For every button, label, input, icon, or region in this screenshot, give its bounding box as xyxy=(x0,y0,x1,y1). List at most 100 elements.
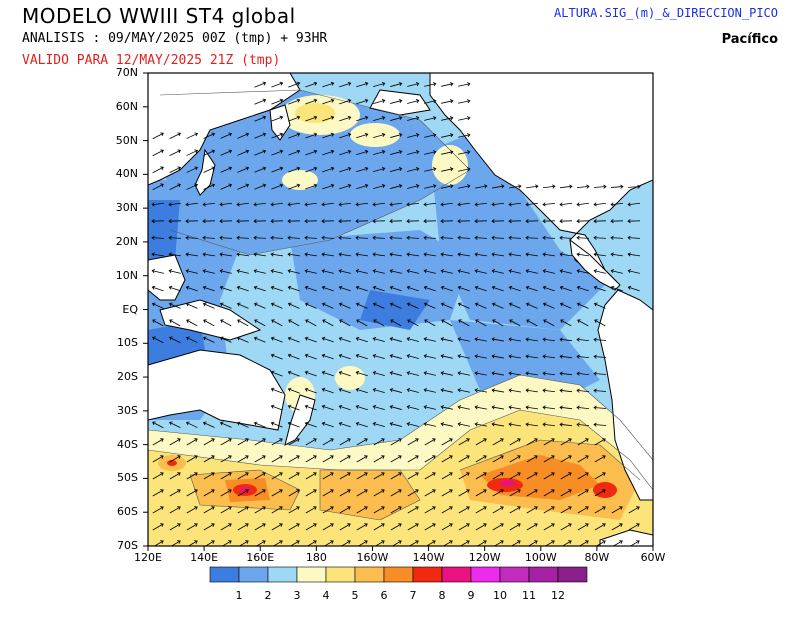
direction-arrow xyxy=(593,405,607,410)
direction-arrow xyxy=(628,506,640,514)
lon-label: 140W xyxy=(412,551,445,564)
direction-arrow xyxy=(338,336,351,343)
direction-arrow xyxy=(270,336,283,343)
direction-arrow xyxy=(577,489,589,497)
direction-arrow xyxy=(152,336,164,344)
direction-arrow xyxy=(423,422,436,427)
direction-arrow xyxy=(169,166,181,174)
lon-label: 80W xyxy=(584,551,610,564)
direction-arrow xyxy=(322,319,334,327)
direction-arrow xyxy=(169,438,181,446)
direction-arrow xyxy=(508,354,521,359)
lat-label: 30S xyxy=(117,403,138,417)
direction-arrow xyxy=(287,387,300,394)
direction-arrow xyxy=(458,116,471,121)
direction-arrow xyxy=(491,302,504,309)
direction-arrow xyxy=(559,252,572,257)
direction-arrow xyxy=(559,405,573,410)
direction-arrow xyxy=(611,506,623,514)
direction-arrow xyxy=(593,285,606,292)
direction-arrow xyxy=(508,302,521,309)
direction-arrow xyxy=(593,202,607,207)
direction-arrow xyxy=(338,370,351,377)
direction-arrow xyxy=(457,269,470,274)
direction-arrow xyxy=(390,132,403,138)
direction-arrow xyxy=(220,132,233,139)
direction-arrow xyxy=(339,319,351,327)
direction-arrow xyxy=(270,269,283,274)
direction-arrow xyxy=(186,523,198,531)
direction-arrow xyxy=(304,387,317,394)
direction-arrow xyxy=(304,336,317,343)
direction-arrow xyxy=(373,523,385,531)
direction-arrow xyxy=(152,438,164,446)
direction-arrow xyxy=(288,319,300,327)
direction-arrow xyxy=(355,387,368,394)
direction-arrow xyxy=(169,149,181,157)
direction-arrow xyxy=(424,472,436,480)
direction-arrow xyxy=(355,219,369,224)
direction-arrow xyxy=(321,252,334,257)
direction-arrow xyxy=(373,98,386,105)
direction-arrow xyxy=(508,252,521,257)
direction-arrow xyxy=(305,183,318,190)
direction-arrow xyxy=(458,506,470,514)
direction-arrow xyxy=(389,235,403,240)
direction-arrow xyxy=(389,370,402,376)
direction-arrow xyxy=(254,81,267,88)
direction-arrow xyxy=(627,235,641,240)
direction-arrow xyxy=(220,523,232,531)
legend-value: 6 xyxy=(380,589,388,602)
direction-arrow xyxy=(254,472,266,480)
direction-arrow xyxy=(236,202,250,207)
direction-arrow xyxy=(578,540,589,546)
direction-arrow xyxy=(185,336,198,343)
direction-arrow xyxy=(559,235,573,240)
direction-arrow xyxy=(288,506,300,514)
direction-arrow xyxy=(288,183,301,190)
direction-arrow xyxy=(508,388,521,393)
direction-arrow xyxy=(168,219,182,224)
direction-arrow xyxy=(389,285,402,292)
direction-arrow xyxy=(305,523,317,531)
direction-arrow xyxy=(186,319,198,327)
direction-arrow xyxy=(441,133,454,138)
direction-arrow xyxy=(559,285,572,292)
direction-arrow xyxy=(458,150,471,155)
direction-arrow xyxy=(355,404,368,411)
direction-arrow xyxy=(542,388,556,393)
direction-arrow xyxy=(492,455,504,463)
direction-arrow xyxy=(356,183,369,190)
direction-arrow xyxy=(423,269,436,274)
direction-arrow xyxy=(356,81,369,88)
direction-arrow xyxy=(390,98,403,104)
direction-arrow xyxy=(424,167,437,172)
direction-arrow xyxy=(440,269,453,274)
direction-arrow xyxy=(185,302,198,309)
direction-arrow xyxy=(491,388,504,393)
direction-arrow xyxy=(186,455,198,463)
direction-arrow xyxy=(152,506,164,514)
direction-arrow xyxy=(476,540,487,546)
direction-arrow xyxy=(525,285,538,292)
direction-arrow xyxy=(321,370,334,377)
direction-arrow xyxy=(474,422,487,427)
direction-arrow xyxy=(237,132,250,139)
lat-label: 50N xyxy=(115,133,138,147)
direction-arrow xyxy=(271,132,284,139)
direction-arrow xyxy=(202,269,215,274)
direction-arrow xyxy=(542,337,556,342)
direction-arrow xyxy=(305,166,318,173)
direction-arrow xyxy=(406,371,419,376)
direction-arrow xyxy=(560,319,572,327)
direction-arrow xyxy=(576,235,590,240)
direction-arrow xyxy=(287,421,300,428)
direction-arrow xyxy=(202,219,216,224)
direction-arrow xyxy=(253,336,266,343)
direction-arrow xyxy=(491,235,505,240)
direction-arrow xyxy=(440,422,453,427)
direction-arrow xyxy=(576,388,590,393)
peak-direction-arrows xyxy=(151,81,641,546)
direction-arrow xyxy=(576,405,590,410)
direction-arrow xyxy=(151,252,164,257)
